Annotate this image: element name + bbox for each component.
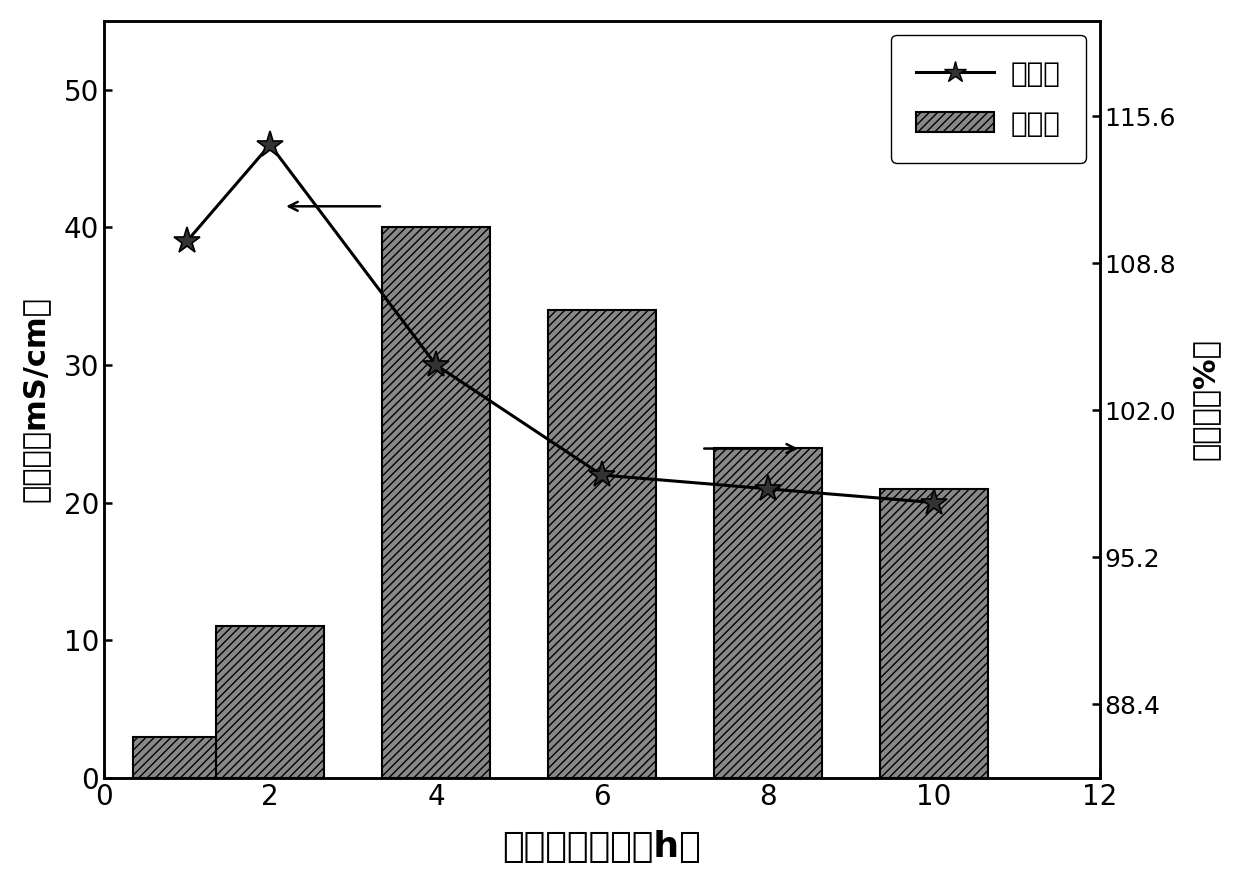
Bar	[382, 227, 490, 778]
X-axis label: 化学交联时间（h）: 化学交联时间（h）	[502, 830, 702, 864]
Bar	[714, 448, 822, 778]
Bar	[548, 310, 656, 778]
Y-axis label: 含水率（%）: 含水率（%）	[1190, 338, 1219, 460]
Bar	[880, 489, 988, 778]
Y-axis label: 电导率（mS/cm）: 电导率（mS/cm）	[21, 296, 50, 503]
Bar	[133, 736, 241, 778]
Bar	[216, 627, 324, 778]
Legend: 电导率, 含水率: 电导率, 含水率	[892, 35, 1086, 163]
